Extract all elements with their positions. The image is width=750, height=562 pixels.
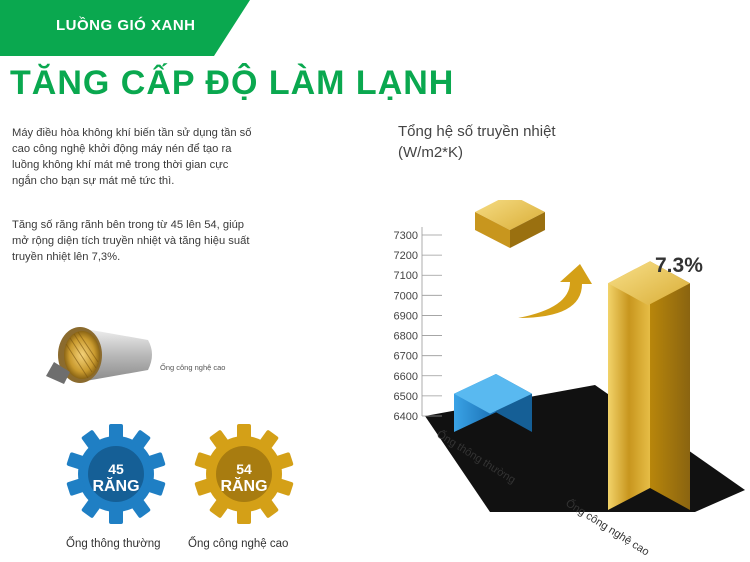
y-tick-label: 6800 <box>394 331 418 343</box>
gear-badge-standard: 45 RĂNG <box>66 424 166 524</box>
chart-title-line1: Tổng hệ số truyền nhiệt <box>398 123 556 140</box>
gear-number: 54 <box>236 461 252 477</box>
y-tick-label: 7200 <box>394 250 418 262</box>
bar-hightech <box>608 261 690 510</box>
chart-title-line2: (W/m2*K) <box>398 144 463 161</box>
gear-caption-standard: Ống thông thường <box>66 538 161 550</box>
floating-block-decoration <box>475 200 545 248</box>
page-title: TĂNG CẤP ĐỘ LÀM LẠNH <box>10 64 455 102</box>
gear-caption-hightech: Ống công nghệ cao <box>188 538 289 550</box>
y-tick-label: 7000 <box>394 290 418 302</box>
y-tick-label: 6600 <box>394 371 418 383</box>
y-tick-label: 7100 <box>394 270 418 282</box>
bar-top <box>454 373 532 414</box>
bar-top <box>608 261 690 306</box>
tag-label: LUỒNG GIÓ XANH <box>56 17 196 34</box>
paragraph-teeth: Tăng số răng rãnh bên trong từ 45 lên 54… <box>12 219 250 263</box>
up-arrow-icon <box>518 264 592 318</box>
y-tick-label: 7300 <box>394 230 418 242</box>
y-tick-label: 6400 <box>394 411 418 423</box>
tag-background <box>0 0 250 56</box>
pipe-caption: Ống công nghệ cao <box>160 363 226 372</box>
chart: 7300 7200 7100 7000 6900 6800 6700 6600 6500 6400… <box>394 200 745 558</box>
gear-icon <box>66 424 166 524</box>
chart-title: Tổng hệ số truyền nhiệt (W/m2*K) <box>398 121 658 163</box>
gear-unit: RĂNG <box>220 478 268 495</box>
gear-badge-hightech: 54 RĂNG <box>194 424 294 524</box>
y-tick-label: 6700 <box>394 351 418 363</box>
gear-number: 45 <box>108 461 124 477</box>
gear-unit: RĂNG <box>92 478 140 495</box>
percent-annotation: 7.3% <box>655 254 703 277</box>
bar-side <box>650 261 690 510</box>
block-top <box>475 200 545 230</box>
block-right <box>510 212 545 248</box>
block-left <box>475 212 510 248</box>
section-tag: LUỒNG GIÓ XANH <box>0 0 250 56</box>
y-tick-label: 6500 <box>394 391 418 403</box>
bar-standard <box>454 373 532 432</box>
pipe-illustration <box>40 318 160 399</box>
y-tick-label: 6900 <box>394 310 418 322</box>
gear-icon <box>194 424 294 524</box>
bar-front <box>608 261 650 510</box>
paragraph-intro: Máy điều hòa không khí biến tần sử dụng … <box>12 127 252 187</box>
